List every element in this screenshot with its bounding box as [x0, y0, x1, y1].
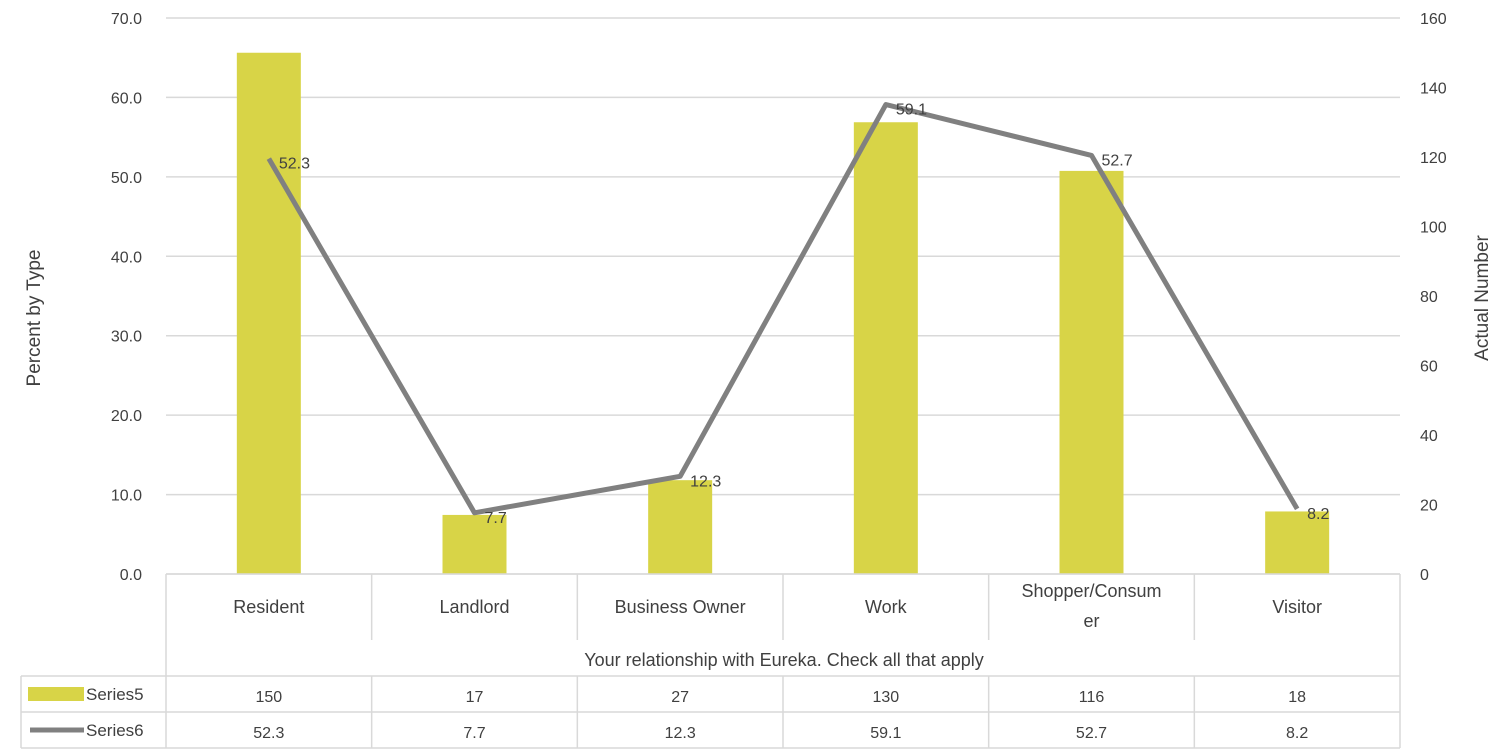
y2-tick-label: 0 [1420, 567, 1429, 584]
table-cell-value: 18 [1288, 689, 1306, 706]
y2-axis-ticks: 0 20 40 60 80 100 120 140 160 [1420, 11, 1447, 584]
bar [442, 514, 507, 574]
line-data-label: 12.3 [690, 473, 721, 490]
category-label: Visitor [1272, 597, 1322, 617]
category-label: Landlord [439, 597, 509, 617]
category-label: Resident [233, 597, 304, 617]
bar-series [236, 52, 1330, 574]
line-data-label: 52.7 [1102, 152, 1133, 169]
table-cell-value: 12.3 [665, 725, 696, 742]
y2-tick-label: 60 [1420, 359, 1438, 376]
y2-axis-title: Actual Number [1472, 235, 1493, 361]
y2-tick-label: 140 [1420, 81, 1447, 98]
line-series [266, 102, 1300, 516]
line-data-label: 59.1 [896, 102, 927, 119]
category-label: Business Owner [615, 597, 746, 617]
line-data-label: 7.7 [485, 510, 507, 527]
legend-key-bar [28, 687, 84, 701]
legend-series-name: Series5 [86, 685, 144, 704]
line-data-labels: 52.3 7.7 12.3 59.1 52.7 8.2 [279, 102, 1330, 527]
y2-tick-label: 160 [1420, 11, 1447, 28]
y-tick-label: 50.0 [111, 170, 142, 187]
y-tick-label: 20.0 [111, 408, 142, 425]
x-axis-title: Your relationship with Eureka. Check all… [584, 650, 984, 670]
y-axis-title: Percent by Type [24, 250, 45, 387]
y2-tick-label: 40 [1420, 428, 1438, 445]
y-tick-label: 40.0 [111, 249, 142, 266]
bar [236, 52, 301, 574]
table-cell-value: 52.7 [1076, 725, 1107, 742]
table-cell-value: 116 [1079, 689, 1105, 706]
data-table: Resident Landlord Business Owner Work Shoppe… [20, 573, 1401, 749]
category-label: Shopper/Consum er [1021, 581, 1161, 631]
line-data-label: 8.2 [1307, 506, 1329, 523]
table-cell-value: 52.3 [253, 725, 284, 742]
y-tick-label: 10.0 [111, 488, 142, 505]
line-data-label: 52.3 [279, 156, 310, 173]
table-cell-value: 8.2 [1286, 725, 1308, 742]
bar [1265, 511, 1330, 574]
table-cell-value: 27 [671, 689, 689, 706]
table-cell-value: 130 [872, 689, 899, 706]
category-label: Work [865, 597, 908, 617]
y-tick-label: 70.0 [111, 11, 142, 28]
y-tick-label: 30.0 [111, 329, 142, 346]
table-cell-value: 7.7 [463, 725, 485, 742]
table-cell-value: 150 [255, 689, 282, 706]
y-axis-ticks: 0.0 10.0 20.0 30.0 40.0 50.0 60.0 70.0 [111, 11, 142, 584]
y2-tick-label: 100 [1420, 220, 1447, 237]
y-tick-label: 60.0 [111, 90, 142, 107]
y2-tick-label: 20 [1420, 498, 1438, 515]
y2-tick-label: 120 [1420, 150, 1447, 167]
legend-series-name: Series6 [86, 721, 144, 740]
table-cell-value: 59.1 [870, 725, 901, 742]
bar [648, 480, 713, 574]
series-line [266, 102, 1300, 516]
bar [853, 122, 918, 574]
table-cell-value: 17 [466, 689, 484, 706]
y2-tick-label: 80 [1420, 289, 1438, 306]
y-tick-label: 0.0 [120, 567, 142, 584]
bar [1059, 170, 1124, 574]
